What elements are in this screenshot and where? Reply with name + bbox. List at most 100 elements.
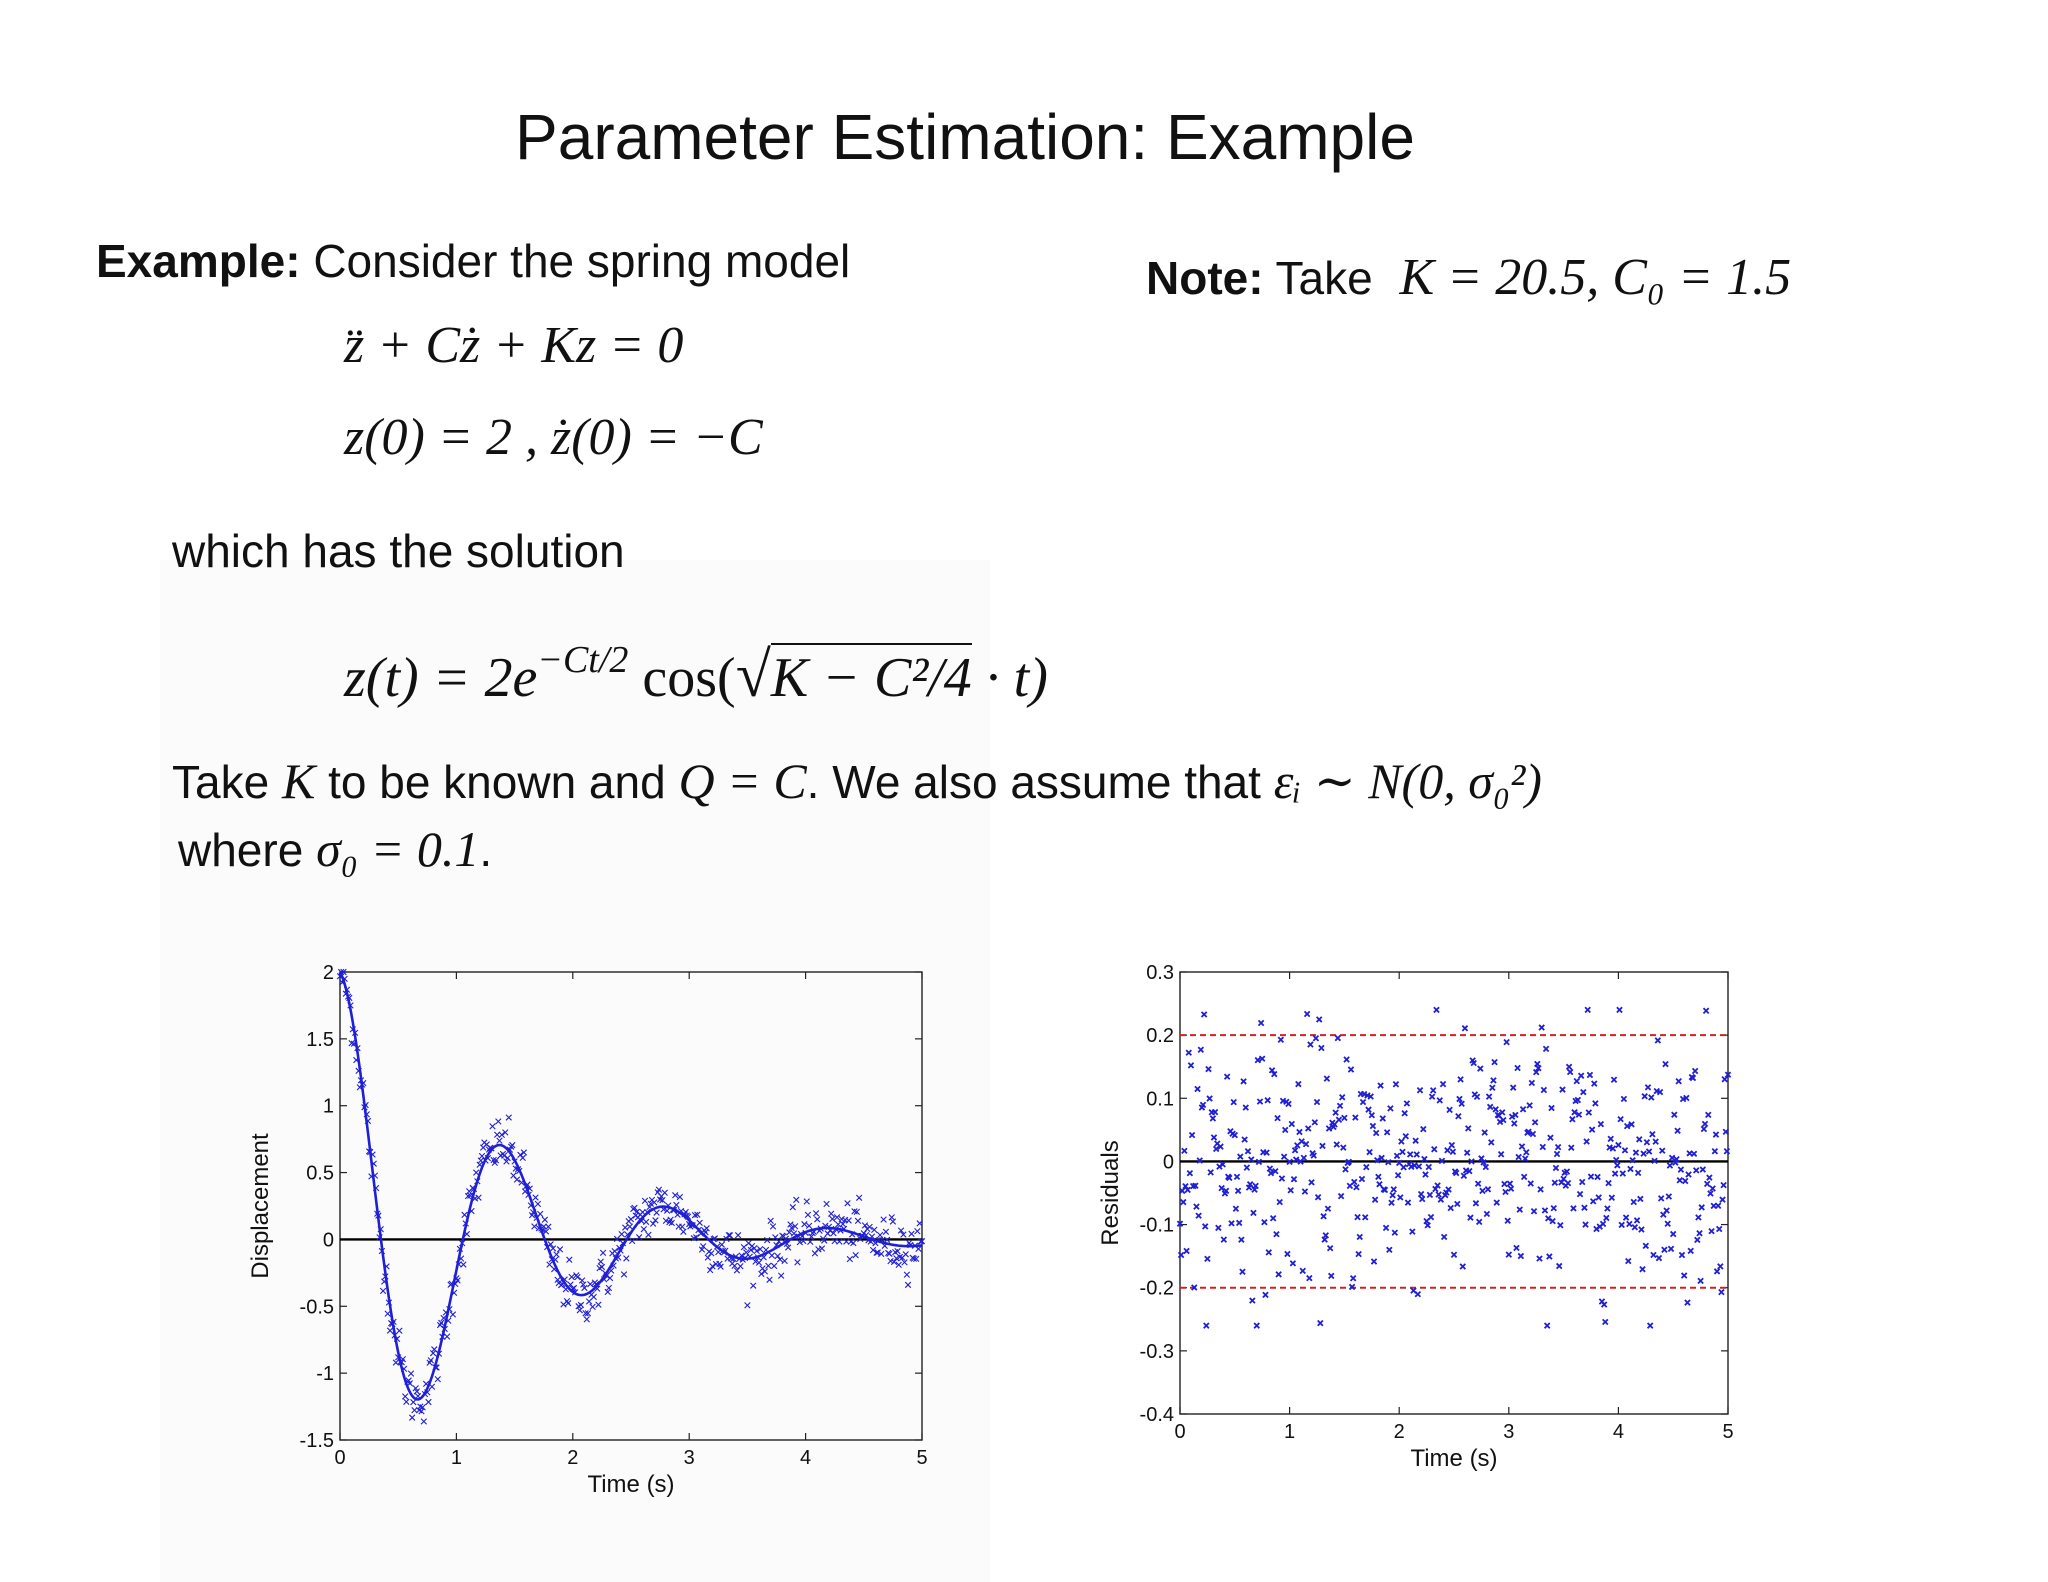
- residual-point: [1415, 1163, 1423, 1170]
- residual-point: [1539, 1143, 1547, 1151]
- residual-point: [1317, 1319, 1324, 1327]
- residual-point: [1411, 1162, 1418, 1169]
- residual-point: [1418, 1195, 1426, 1203]
- residual-point: [1319, 1142, 1326, 1150]
- residual-point: [1609, 1145, 1617, 1152]
- residual-point: [1351, 1178, 1358, 1186]
- residual-point: [1210, 1134, 1218, 1141]
- data-point: [855, 1194, 863, 1201]
- residual-point: [1663, 1207, 1670, 1214]
- y-tick-label: -0.2: [1140, 1278, 1174, 1300]
- data-point: [910, 1255, 918, 1262]
- residual-point: [1619, 1170, 1627, 1177]
- data-point: [861, 1222, 869, 1229]
- data-point: [425, 1398, 432, 1406]
- residual-point: [1490, 1077, 1497, 1084]
- residual-point: [1271, 1070, 1278, 1078]
- residual-point: [1514, 1064, 1521, 1072]
- residual-point: [1691, 1067, 1699, 1075]
- residual-point: [1573, 1077, 1580, 1085]
- residual-point: [1552, 1164, 1560, 1172]
- assume-K: K: [281, 753, 316, 809]
- data-point: [413, 1388, 421, 1395]
- residual-point: [1614, 1162, 1621, 1169]
- residual-point: [1308, 1179, 1315, 1186]
- data-point: [851, 1208, 858, 1215]
- data-point: [717, 1263, 724, 1270]
- note-equation: K = 20.5, C₀ = 1.5: [1399, 249, 1792, 306]
- data-point: [584, 1310, 592, 1317]
- residual-point: [1517, 1252, 1525, 1260]
- residual-point: [1258, 1055, 1266, 1062]
- residual-point: [1200, 1011, 1208, 1018]
- data-point: [461, 1211, 468, 1219]
- data-point: [787, 1221, 794, 1228]
- data-point: [818, 1245, 826, 1252]
- residual-point: [1678, 1251, 1686, 1259]
- data-point: [581, 1284, 588, 1292]
- data-point: [379, 1287, 387, 1295]
- residual-point: [1501, 1180, 1508, 1188]
- data-point: [871, 1226, 878, 1234]
- data-point: [770, 1262, 778, 1270]
- residual-point: [1575, 1111, 1583, 1118]
- data-point: [769, 1223, 777, 1230]
- data-point: [589, 1303, 596, 1310]
- residual-point: [1557, 1222, 1564, 1229]
- residual-point: [1439, 1080, 1447, 1088]
- data-point: [696, 1219, 703, 1226]
- residual-point: [1599, 1220, 1607, 1228]
- assume-text-1: Take: [172, 756, 270, 808]
- residual-point: [1359, 1098, 1367, 1106]
- data-point: [478, 1152, 486, 1160]
- residual-point: [1417, 1190, 1425, 1198]
- residual-point: [1506, 1180, 1514, 1187]
- data-point: [894, 1247, 901, 1255]
- residual-point: [1193, 1203, 1200, 1210]
- residual-point: [1465, 1125, 1472, 1132]
- residual-point: [1352, 1114, 1359, 1121]
- residual-point: [1677, 1166, 1685, 1173]
- residual-point: [1488, 1139, 1495, 1146]
- residual-point: [1570, 1205, 1577, 1212]
- residual-point: [1706, 1174, 1713, 1181]
- residual-point: [1698, 1204, 1705, 1211]
- residual-point: [1365, 1106, 1372, 1113]
- residual-point: [1467, 1214, 1474, 1221]
- data-point: [800, 1237, 807, 1245]
- residual-point: [1690, 1150, 1698, 1158]
- residual-point: [1275, 1271, 1282, 1278]
- residual-point: [1371, 1196, 1379, 1204]
- data-point: [410, 1398, 417, 1406]
- residual-point: [1219, 1161, 1226, 1168]
- residual-point: [1592, 1100, 1599, 1107]
- data-point: [427, 1357, 434, 1364]
- residual-point: [1328, 1272, 1335, 1280]
- solution-exponent: −Ct/2: [537, 639, 629, 682]
- residual-point: [1650, 1251, 1657, 1259]
- example-line: Example: Consider the spring model: [96, 234, 850, 288]
- data-point: [460, 1261, 467, 1268]
- residual-point: [1554, 1143, 1562, 1151]
- x-tick-label: 3: [1503, 1421, 1514, 1443]
- plot-frame: [1179, 971, 1729, 1415]
- residual-point: [1301, 1188, 1309, 1195]
- residual-point: [1577, 1072, 1585, 1079]
- residual-point: [1639, 1265, 1646, 1273]
- residual-point: [1461, 1025, 1469, 1032]
- data-point: [537, 1210, 544, 1218]
- data-point: [711, 1235, 718, 1242]
- residual-point: [1555, 1262, 1563, 1270]
- residual-point: [1600, 1301, 1608, 1308]
- residual-point: [1394, 1172, 1402, 1179]
- data-point: [605, 1284, 613, 1292]
- residual-point: [1315, 1016, 1323, 1023]
- data-point: [755, 1259, 763, 1266]
- residual-point: [1286, 1158, 1293, 1166]
- data-point: [676, 1193, 684, 1201]
- data-point: [805, 1222, 813, 1230]
- residual-point: [1239, 1268, 1246, 1275]
- residual-point: [1318, 1044, 1325, 1052]
- residual-point: [1492, 1106, 1499, 1113]
- residual-point: [1238, 1236, 1245, 1243]
